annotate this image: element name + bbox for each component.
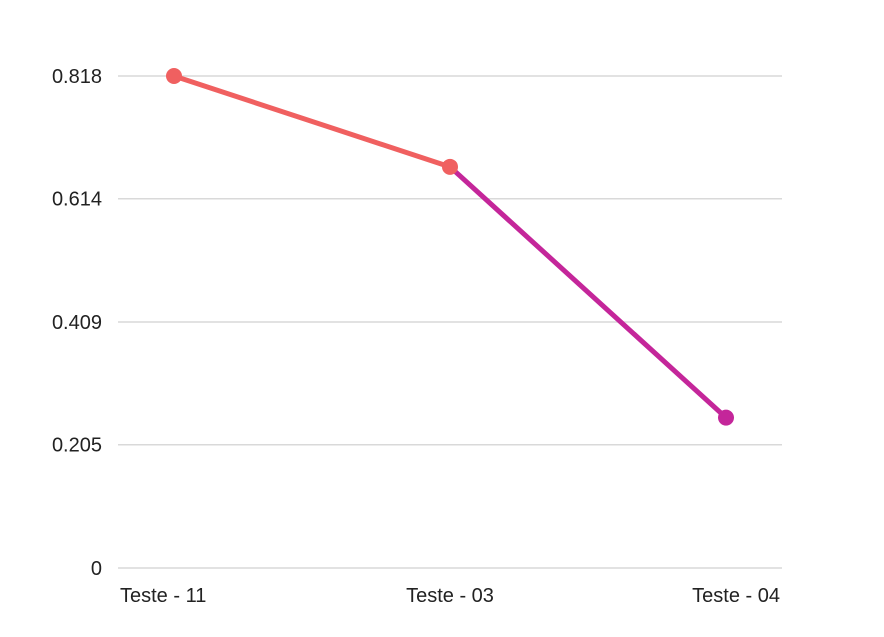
y-tick-label: 0.205 [52,435,102,457]
y-tick-label: 0.818 [52,66,102,88]
x-tick-label: Teste - 03 [406,585,494,607]
x-tick-label: Teste - 11 [120,585,206,607]
series-line [171,73,729,421]
y-tick-label: 0 [91,558,102,580]
y-tick-label: 0.409 [52,312,102,334]
data-point [166,68,182,84]
data-point [442,158,458,175]
y-tick-label: 0.614 [52,189,102,211]
x-axis-labels: Teste - 11 Teste - 03 Teste - 04 [120,585,780,607]
series-points [166,68,734,426]
y-axis-labels: 0 0.205 0.409 0.614 0.818 [52,66,102,580]
x-tick-label: Teste - 04 [692,585,780,607]
line-segment [447,164,729,421]
grid-lines [118,75,782,569]
line-segment [171,73,453,170]
data-point [718,409,734,426]
